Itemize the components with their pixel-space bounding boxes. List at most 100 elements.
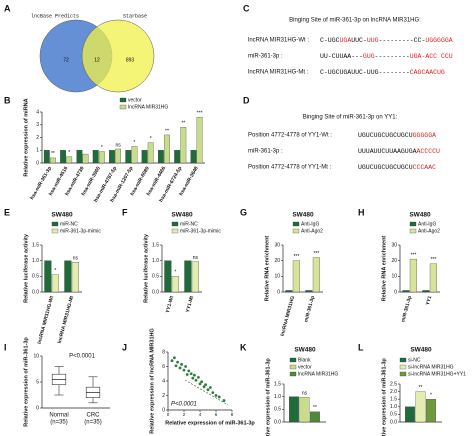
bar xyxy=(131,146,138,164)
significance: * xyxy=(430,393,432,399)
bar xyxy=(180,127,187,164)
significance: ** xyxy=(419,385,423,391)
y-tick-label: 2.0 xyxy=(390,389,397,395)
x-tick-label: lncRNA MIR31HG-Wt xyxy=(37,295,56,345)
annotation: P<0.0001 xyxy=(171,402,197,408)
y-tick-label: 0.0 xyxy=(274,419,281,425)
y-tick-label: 30 xyxy=(274,242,280,248)
bar xyxy=(164,260,172,293)
sequence: C-UGCUGAUUC-UUG--------CAGCAACUG xyxy=(320,69,445,76)
y-tick-label: 1.0 xyxy=(152,258,159,264)
legend-swatch xyxy=(292,221,300,227)
legend-label: miR-NC xyxy=(180,221,198,227)
legend-swatch xyxy=(51,221,59,227)
sequence: UU-CUUAA---GUG---------UGA-ACC CCU xyxy=(320,53,453,60)
bar xyxy=(64,260,72,293)
sequence-part: UU-CUUAA--- xyxy=(320,53,363,60)
y-tick-label: 8 xyxy=(162,349,165,355)
venn-set xyxy=(81,19,155,93)
y-tick-label: 0 xyxy=(36,160,39,166)
bar xyxy=(402,290,410,293)
venn-set-label: Starbase xyxy=(123,13,147,19)
sequence-part: UUUAUUCUUAAGUGA xyxy=(358,148,417,155)
legend-swatch xyxy=(171,221,179,227)
significance: ** xyxy=(313,405,317,411)
venn-count: 12 xyxy=(94,57,100,63)
legend-label: vector xyxy=(298,364,312,370)
significance: ** xyxy=(51,151,55,157)
y-axis-label: Relative expression of miR-361-3p xyxy=(381,358,387,436)
y-tick-label: 0 xyxy=(277,289,280,295)
bar xyxy=(164,134,170,164)
bar xyxy=(76,150,83,164)
sequence-label: miR-361-3p : xyxy=(248,54,283,60)
bar xyxy=(191,261,199,293)
x-tick-label: 6 xyxy=(215,412,218,417)
y-tick-label: 1.5 xyxy=(32,242,39,248)
sequence: UUUAUUCUUAAGUGAACCCCU xyxy=(358,148,440,155)
sequence: UGUCUGCUGCUGCUGGGGGA xyxy=(358,132,436,139)
y-axis-label: Relative luciferase activity xyxy=(23,233,29,303)
y-tick-label: 10 xyxy=(391,274,397,280)
legend-swatch xyxy=(289,371,297,377)
legend-swatch xyxy=(289,364,297,370)
x-tick-label: Normal xyxy=(49,413,68,419)
y-tick-label: 10 xyxy=(274,274,280,280)
x-tick-label: YY1 xyxy=(425,295,433,306)
sequence-part: UGGGGGA xyxy=(425,37,452,44)
y-axis-label: Relative RNA enrichment xyxy=(264,236,270,302)
point xyxy=(193,373,196,377)
legend-swatch xyxy=(51,228,59,234)
point xyxy=(202,385,206,389)
significance: ** xyxy=(165,128,169,134)
bar xyxy=(292,260,300,293)
bar xyxy=(299,397,310,423)
y-tick-label: 30 xyxy=(391,242,397,248)
bar xyxy=(171,276,179,293)
sequence-title: Binging Site of miR-361-3p on YY1: xyxy=(303,115,398,121)
y-tick-label: 1.5 xyxy=(390,397,397,403)
point xyxy=(198,382,202,386)
significance: * xyxy=(133,140,135,146)
y-tick-label: 0.5 xyxy=(390,412,397,418)
point xyxy=(170,359,174,363)
bar xyxy=(43,150,50,164)
point xyxy=(173,356,176,360)
point xyxy=(174,364,178,368)
legend-swatch xyxy=(399,357,407,363)
legend-swatch xyxy=(409,228,417,234)
sequence-part: UUC- xyxy=(351,37,367,44)
legend-swatch xyxy=(119,97,127,103)
bar xyxy=(289,396,299,423)
bar xyxy=(71,262,79,293)
y-tick-label: 0 xyxy=(394,289,397,295)
y-tick-label: 0.0 xyxy=(32,289,39,295)
point xyxy=(184,365,188,368)
panel-letter: D xyxy=(243,95,250,105)
significance: *** xyxy=(410,252,416,258)
y-tick-label: 0.5 xyxy=(274,407,281,413)
y-axis-label: Relative expression of miRNA xyxy=(23,98,29,176)
legend-label: lncRNA MIR31HG xyxy=(298,371,338,377)
legend-swatch xyxy=(292,228,300,234)
panel-letter: B xyxy=(4,95,11,105)
significance: *** xyxy=(197,110,203,116)
bar xyxy=(50,157,56,164)
point xyxy=(182,368,186,372)
y-tick-label: 0 xyxy=(162,407,165,413)
x-axis-label: Relative expression of miR-361-3p xyxy=(165,420,255,426)
venn-count: 72 xyxy=(63,57,69,63)
bar xyxy=(305,290,313,293)
legend-swatch xyxy=(289,357,297,363)
bar xyxy=(310,411,320,423)
sequence: UGUCUGCUGCUGCUCCCAAC xyxy=(358,164,436,171)
annotation: P<0.0001 xyxy=(69,354,96,360)
sequence-label: miR-361-3p : xyxy=(248,149,283,155)
legend-label: Blank xyxy=(298,357,311,363)
legend-label: miR-NC xyxy=(60,221,78,227)
y-tick-label: 2 xyxy=(36,135,39,141)
point xyxy=(206,388,210,392)
bar xyxy=(44,260,52,293)
bar xyxy=(422,290,430,293)
legend-label: lncRNA MIR31HG xyxy=(128,104,168,110)
